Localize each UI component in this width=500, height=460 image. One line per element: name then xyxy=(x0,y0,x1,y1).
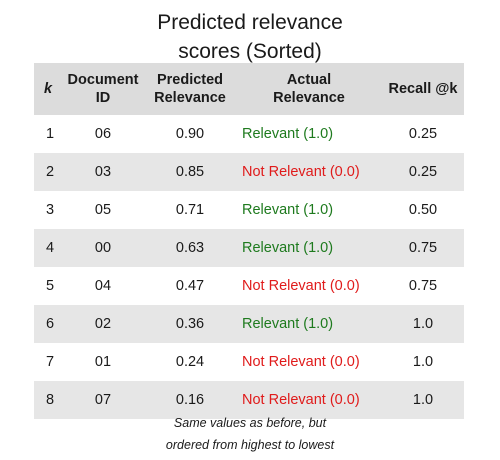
cell-predicted-relevance: 0.90 xyxy=(175,126,205,142)
table-row: 5 04 0.47 Not Relevant (0.0) 0.75 xyxy=(34,267,464,305)
cell-predicted-relevance: 0.36 xyxy=(175,316,205,332)
title-line-2: scores (Sorted) xyxy=(178,40,322,63)
cell-predicted-relevance: 0.16 xyxy=(175,392,205,408)
cell-recall-at-k: 0.75 xyxy=(408,278,438,294)
table-row: 6 02 0.36 Relevant (1.0) 1.0 xyxy=(34,305,464,343)
cell-k: 5 xyxy=(46,278,55,294)
header-document-id-line-1: Document xyxy=(67,72,139,88)
table-row: 4 00 0.63 Relevant (1.0) 0.75 xyxy=(34,229,464,267)
header-actual-relevance: Actual Relevance xyxy=(236,63,382,115)
cell-k: 1 xyxy=(46,126,55,142)
cell-predicted-relevance: 0.85 xyxy=(175,164,205,180)
cell-k: 2 xyxy=(46,164,55,180)
cell-predicted-relevance: 0.47 xyxy=(175,278,205,294)
cell-k: 8 xyxy=(46,392,55,408)
cell-recall-at-k: 1.0 xyxy=(412,354,434,370)
header-predicted-line-2: Relevance xyxy=(154,90,226,106)
cell-document-id: 01 xyxy=(94,354,112,370)
header-actual-line-1: Actual xyxy=(286,72,332,88)
cell-recall-at-k: 0.50 xyxy=(408,202,438,218)
header-predicted-line-1: Predicted xyxy=(156,72,224,88)
caption: Same values as before, but ordered from … xyxy=(0,412,500,456)
cell-predicted-relevance: 0.71 xyxy=(175,202,205,218)
cell-k: 6 xyxy=(46,316,55,332)
table-row: 8 07 0.16 Not Relevant (0.0) 1.0 xyxy=(34,381,464,419)
title-line-1: Predicted relevance xyxy=(157,11,343,34)
relevance-table: k Document ID Predicted Relevance Actual… xyxy=(34,63,464,419)
table-row: 7 01 0.24 Not Relevant (0.0) 1.0 xyxy=(34,343,464,381)
cell-actual-relevance: Relevant (1.0) xyxy=(242,202,334,218)
cell-recall-at-k: 1.0 xyxy=(412,316,434,332)
caption-line-1: Same values as before, but xyxy=(173,416,327,430)
cell-recall-at-k: 0.75 xyxy=(408,240,438,256)
cell-predicted-relevance: 0.24 xyxy=(175,354,205,370)
table-header-row: k Document ID Predicted Relevance Actual… xyxy=(34,63,464,115)
table-row: 3 05 0.71 Relevant (1.0) 0.50 xyxy=(34,191,464,229)
table-row: 2 03 0.85 Not Relevant (0.0) 0.25 xyxy=(34,153,464,191)
relevance-table-container: k Document ID Predicted Relevance Actual… xyxy=(34,63,464,419)
header-k: k xyxy=(44,81,53,97)
table-header: k Document ID Predicted Relevance Actual… xyxy=(34,63,464,115)
cell-document-id: 02 xyxy=(94,316,112,332)
cell-k: 7 xyxy=(46,354,55,370)
cell-k: 3 xyxy=(46,202,55,218)
caption-line-2: ordered from highest to lowest xyxy=(165,438,335,452)
header-document-id: Document ID xyxy=(62,63,144,115)
cell-document-id: 04 xyxy=(94,278,112,294)
header-actual-line-2: Relevance xyxy=(273,90,345,106)
header-recall-at-k: Recall @k xyxy=(388,81,458,97)
cell-document-id: 06 xyxy=(94,126,112,142)
cell-document-id: 05 xyxy=(94,202,112,218)
cell-recall-at-k: 0.25 xyxy=(408,126,438,142)
cell-actual-relevance: Relevant (1.0) xyxy=(242,240,334,256)
cell-document-id: 03 xyxy=(94,164,112,180)
cell-actual-relevance: Not Relevant (0.0) xyxy=(242,392,360,408)
cell-recall-at-k: 1.0 xyxy=(412,392,434,408)
cell-k: 4 xyxy=(46,240,55,256)
cell-actual-relevance: Relevant (1.0) xyxy=(242,316,334,332)
cell-actual-relevance: Relevant (1.0) xyxy=(242,126,334,142)
header-document-id-line-2: ID xyxy=(95,90,111,106)
cell-predicted-relevance: 0.63 xyxy=(175,240,205,256)
table-body: 1 06 0.90 Relevant (1.0) 0.25 2 03 0.85 Not Rele… xyxy=(34,115,464,419)
cell-actual-relevance: Not Relevant (0.0) xyxy=(242,354,360,370)
cell-actual-relevance: Not Relevant (0.0) xyxy=(242,164,360,180)
page-title: Predicted relevance scores (Sorted) xyxy=(0,8,500,66)
cell-actual-relevance: Not Relevant (0.0) xyxy=(242,278,360,294)
cell-recall-at-k: 0.25 xyxy=(408,164,438,180)
table-row: 1 06 0.90 Relevant (1.0) 0.25 xyxy=(34,115,464,153)
cell-document-id: 00 xyxy=(94,240,112,256)
cell-document-id: 07 xyxy=(94,392,112,408)
header-predicted-relevance: Predicted Relevance xyxy=(144,63,236,115)
